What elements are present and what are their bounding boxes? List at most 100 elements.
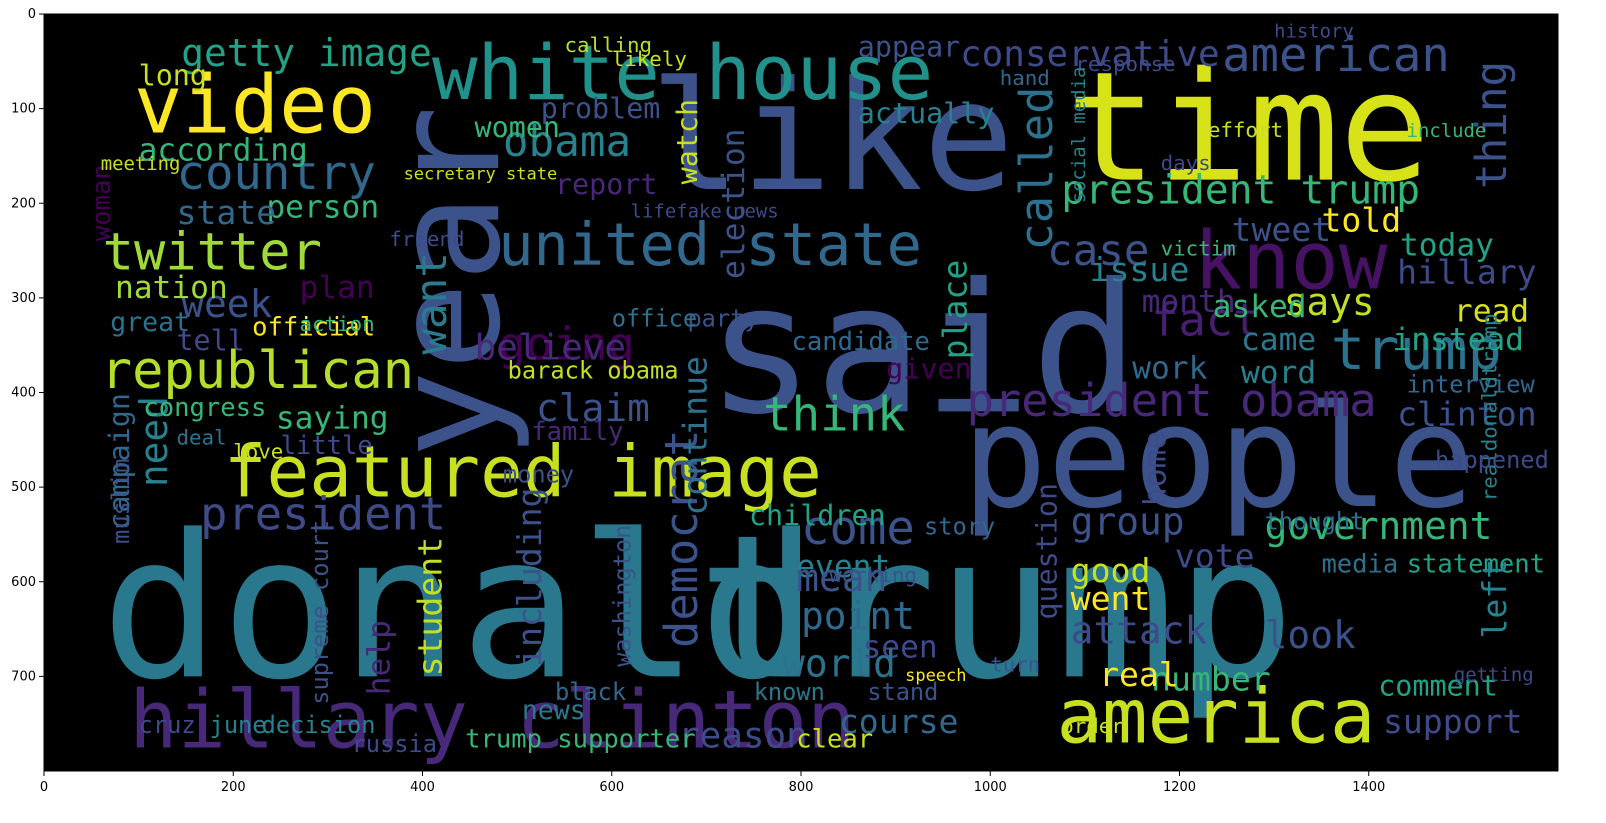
- word-great: great: [110, 307, 190, 338]
- word-supreme-court: supreme court: [306, 520, 334, 705]
- word-cruz: cruz: [139, 711, 196, 739]
- word-meeting: meeting: [101, 153, 181, 175]
- word-state: state: [176, 193, 276, 232]
- word-appear: appear: [858, 31, 961, 64]
- word-including: including: [510, 488, 549, 667]
- word-obama: obama: [503, 117, 631, 167]
- word-american: american: [1222, 28, 1450, 83]
- word-comment: comment: [1378, 669, 1498, 702]
- word-think: think: [763, 387, 905, 442]
- word-person: person: [266, 189, 379, 225]
- word-clinton: clinton: [1397, 395, 1537, 434]
- word-money: money: [503, 460, 574, 488]
- word-asked: asked: [1213, 289, 1307, 325]
- word-like: like: [650, 48, 1015, 225]
- word-news: news: [522, 695, 586, 726]
- word-lifefake-news: lifefake news: [631, 200, 779, 222]
- word-week: week: [181, 282, 272, 326]
- word-election: election: [716, 129, 752, 279]
- word-claim: claim: [536, 386, 650, 430]
- word-need: need: [132, 396, 176, 487]
- wordcloud-canvas: [44, 14, 1558, 771]
- word-instead: instead: [1392, 322, 1524, 358]
- word-victim: victim: [1161, 236, 1236, 260]
- word-according: according: [139, 133, 308, 169]
- word-known: known: [754, 678, 825, 706]
- word-course: course: [839, 702, 959, 741]
- word-friend: friend: [389, 227, 464, 251]
- word-real: real: [1099, 655, 1179, 694]
- word-president: president: [200, 488, 446, 541]
- word-president-trump: president trump: [1061, 167, 1420, 213]
- word-student: student: [410, 537, 449, 677]
- word-clear: clear: [796, 724, 873, 754]
- word-support: support: [1383, 702, 1523, 741]
- word-good: good: [1071, 551, 1151, 590]
- word-white-house: white house: [432, 29, 933, 117]
- word-came: came: [1241, 322, 1316, 358]
- x-tick-label-600: 600: [599, 780, 624, 795]
- word-children: children: [749, 499, 886, 532]
- word-government: government: [1265, 504, 1493, 548]
- word-twitter: twitter: [103, 222, 322, 282]
- word-women: women: [475, 111, 560, 144]
- word-nation: nation: [115, 270, 228, 306]
- word-social-media: social media: [1068, 67, 1090, 204]
- word-month: month: [1142, 284, 1236, 320]
- word-called: called: [1010, 87, 1063, 251]
- y-tick-label-600: 600: [11, 575, 36, 590]
- word-party: party: [687, 304, 758, 332]
- word-want: want: [407, 252, 457, 355]
- word-video: video: [134, 57, 376, 151]
- word-home: home: [1137, 431, 1173, 506]
- word-effort: effort: [1208, 118, 1283, 142]
- word-june: june: [210, 711, 267, 739]
- word-issue: issue: [1090, 250, 1190, 289]
- word-stand: stand: [867, 678, 938, 706]
- word-democrat: democrat: [655, 429, 708, 648]
- word-long: long: [139, 59, 207, 92]
- x-tick-label-800: 800: [789, 780, 814, 795]
- word-love: love: [233, 440, 283, 464]
- word-speech: speech: [905, 666, 966, 686]
- word-problem: problem: [541, 92, 661, 125]
- word-point: point: [801, 594, 915, 638]
- word-reason: reason: [678, 715, 808, 756]
- word-saying: saying: [276, 400, 389, 436]
- word-trump: trump: [697, 492, 1295, 723]
- word-world: world: [782, 641, 896, 685]
- word-include: include: [1407, 120, 1487, 142]
- word-decision: decision: [262, 711, 376, 739]
- word-mean: mean: [796, 556, 887, 600]
- word-come: come: [801, 501, 915, 556]
- word-time: time: [1066, 39, 1431, 216]
- word-case: case: [1047, 226, 1150, 276]
- word-work: work: [1132, 350, 1207, 386]
- word-today: today: [1400, 227, 1494, 263]
- word-believe: believe: [475, 327, 626, 368]
- word-happened: happened: [1435, 446, 1549, 474]
- word-fact: fact: [1151, 294, 1260, 347]
- word-campaign: campaign: [103, 393, 136, 530]
- word-getting: getting: [1454, 664, 1534, 686]
- word-family: family: [531, 417, 623, 447]
- word-republican: republican: [101, 341, 414, 401]
- word-interview: interview: [1407, 371, 1536, 399]
- word-trump-supporter: trump supporter: [465, 724, 696, 754]
- y-tick-label-700: 700: [11, 669, 36, 684]
- word-went: went: [1071, 579, 1151, 618]
- y-tick-label-0: 0: [28, 7, 36, 22]
- x-axis: 0 200 400 600 800 1000 1200 1400: [40, 771, 1385, 795]
- word-likely: likely: [612, 47, 687, 71]
- x-tick-label-400: 400: [410, 780, 435, 795]
- word-congress: congress: [143, 393, 266, 423]
- word-official: official: [252, 313, 375, 343]
- x-tick-label-1200: 1200: [1163, 780, 1196, 795]
- word-order: order: [1061, 714, 1124, 738]
- word-read: read: [1454, 294, 1529, 330]
- word-place: place: [936, 260, 975, 360]
- word-plan: plan: [299, 270, 374, 306]
- word-help: help: [361, 620, 397, 695]
- word-response: response: [1075, 52, 1175, 76]
